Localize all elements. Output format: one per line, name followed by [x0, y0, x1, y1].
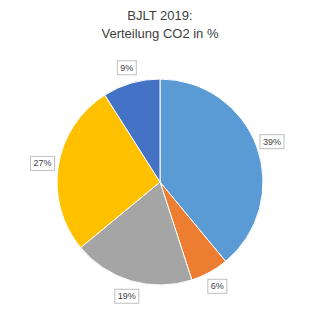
data-label-box [260, 135, 284, 149]
chart-svg: BJLT 2019: Verteilung CO2 in % 39% 6% 19% 27%… [0, 0, 320, 320]
data-label-group: 9% [117, 61, 136, 75]
data-label-box [208, 279, 227, 293]
data-label: 6% [211, 281, 224, 291]
data-label-group: 39% [260, 135, 284, 149]
chart-container: BJLT 2019: Verteilung CO2 in % 39% 6% 19% 27%… [0, 0, 320, 320]
data-label: 39% [263, 137, 281, 147]
data-label: 27% [33, 158, 51, 168]
data-label-group: 27% [30, 156, 54, 170]
data-label-box [30, 156, 54, 170]
data-label-group: 6% [208, 279, 227, 293]
chart-title: BJLT 2019: [127, 8, 192, 23]
chart-subtitle: Verteilung CO2 in % [101, 26, 219, 41]
pie-group [57, 79, 263, 285]
data-label-group: 19% [115, 289, 139, 303]
data-label-box [115, 289, 139, 303]
data-label: 9% [120, 63, 133, 73]
pie-slice [105, 79, 160, 182]
data-labels: 39% 6% 19% 27% 9% [30, 61, 284, 304]
background [0, 0, 320, 320]
data-label-box [117, 61, 136, 75]
data-label: 19% [118, 291, 136, 301]
